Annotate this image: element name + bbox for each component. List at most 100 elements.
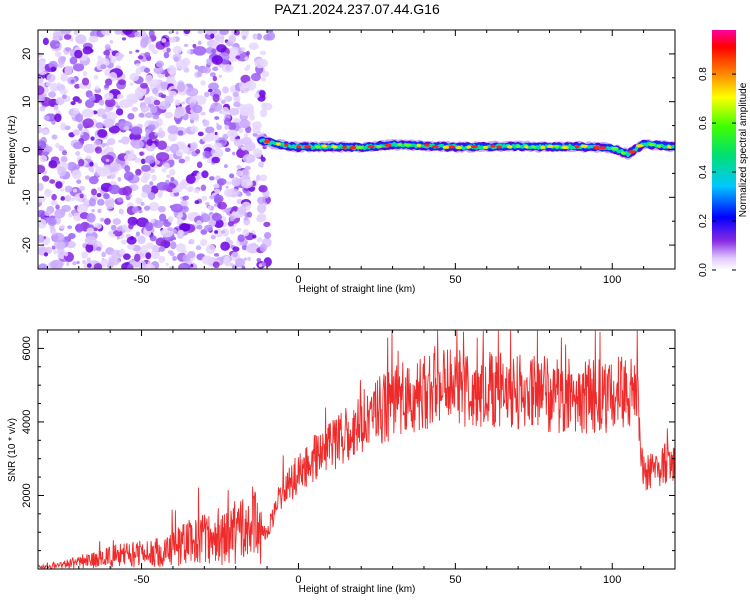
noise-speckle: [172, 236, 177, 241]
noise-speckle: [90, 136, 95, 141]
noise-speckle: [202, 137, 208, 142]
noise-speckle: [213, 219, 224, 229]
noise-speckle: [222, 244, 228, 248]
noise-speckle: [88, 35, 99, 43]
noise-speckle: [85, 90, 93, 98]
signal-peak: [321, 144, 328, 148]
noise-speckle: [214, 188, 221, 195]
noise-speckle: [119, 248, 126, 256]
noise-speckle: [43, 252, 49, 257]
noise-speckle: [117, 177, 122, 182]
colorbar-ticks: 0.0 0.2 0.4 0.6 0.8: [698, 67, 736, 277]
noise-speckle: [166, 75, 176, 84]
noise-speckle: [259, 50, 267, 56]
signal-peak: [341, 145, 348, 149]
noise-speckle: [114, 30, 122, 35]
spectrogram-xtick-label: 0: [295, 274, 301, 286]
noise-speckle: [71, 169, 82, 180]
noise-speckle: [118, 208, 124, 215]
noise-speckle: [205, 244, 216, 255]
noise-speckle: [45, 146, 53, 153]
noise-speckle: [256, 258, 262, 263]
noise-speckle: [158, 127, 163, 132]
noise-speckle: [79, 185, 86, 191]
noise-speckle: [66, 240, 76, 249]
noise-speckle: [88, 198, 97, 207]
colorbar-tick-label: 0.4: [698, 165, 709, 179]
noise-speckle: [105, 158, 110, 162]
noise-speckle: [183, 30, 191, 35]
signal-peak: [442, 145, 451, 149]
noise-speckle: [160, 81, 168, 90]
noise-speckle: [174, 99, 181, 106]
noise-speckle: [145, 252, 152, 260]
signal-peak: [349, 146, 357, 150]
noise-speckle: [131, 206, 139, 214]
noise-speckle: [212, 261, 220, 269]
noise-speckle: [75, 223, 84, 233]
noise-speckle: [252, 234, 257, 239]
noise-speckle: [212, 93, 220, 103]
noise-speckle: [204, 224, 213, 232]
noise-speckle: [72, 142, 83, 150]
signal-peak: [424, 143, 430, 147]
noise-speckle: [72, 261, 77, 266]
signal-peak: [471, 144, 478, 149]
noise-speckle: [252, 33, 258, 40]
noise-speckle: [77, 203, 88, 214]
noise-speckle: [73, 30, 79, 35]
signal-peak: [448, 145, 455, 149]
signal-peak: [276, 142, 281, 146]
noise-speckle: [54, 241, 66, 251]
noise-speckle: [223, 164, 228, 169]
noise-speckle: [81, 77, 90, 86]
noise-speckle: [220, 99, 226, 105]
noise-speckle: [140, 245, 148, 254]
noise-speckle: [236, 227, 242, 232]
noise-speckle: [104, 107, 111, 113]
noise-speckle: [158, 101, 170, 110]
signal-peak: [540, 145, 546, 149]
snr-ytick-label: 4000: [21, 410, 33, 434]
noise-speckle: [60, 72, 69, 82]
noise-speckle: [200, 184, 207, 192]
noise-speckle: [167, 125, 179, 135]
noise-speckle: [152, 114, 159, 120]
noise-speckle: [140, 82, 148, 89]
noise-speckle: [161, 168, 167, 173]
noise-speckle: [45, 217, 50, 222]
noise-speckle: [229, 55, 238, 62]
noise-speckle: [259, 243, 267, 253]
noise-speckle: [146, 138, 153, 147]
noise-speckle: [124, 154, 134, 162]
noise-speckle: [175, 31, 179, 35]
noise-speckle: [45, 189, 50, 193]
snr-ticks: -50 0 50 100 6000 4000 2000: [21, 330, 676, 586]
noise-speckle: [53, 249, 58, 255]
noise-speckle: [123, 253, 131, 260]
noise-speckle: [140, 105, 150, 113]
noise-speckle: [148, 43, 156, 52]
noise-speckle: [69, 56, 78, 65]
noise-speckle: [168, 36, 177, 43]
snr-frame: [37, 329, 676, 570]
signal-peak: [331, 145, 338, 149]
colorbar-tick-label: 0.2: [698, 214, 709, 228]
noise-speckle: [196, 161, 203, 169]
noise-speckle: [233, 206, 238, 212]
noise-speckle: [96, 193, 102, 198]
signal-peak: [367, 145, 375, 149]
noise-speckle: [172, 45, 183, 55]
noise-speckle: [232, 151, 236, 156]
spectrogram-ytick-label: -10: [21, 189, 33, 205]
noise-speckle: [97, 208, 102, 214]
noise-speckle: [105, 199, 115, 210]
noise-speckle: [196, 71, 203, 77]
noise-speckle: [229, 173, 235, 179]
noise-speckle: [88, 176, 99, 185]
signal-peak: [648, 143, 656, 147]
noise-speckle: [248, 42, 259, 50]
noise-speckle: [129, 149, 134, 155]
noise-speckle: [79, 193, 84, 199]
noise-speckle: [138, 209, 143, 214]
